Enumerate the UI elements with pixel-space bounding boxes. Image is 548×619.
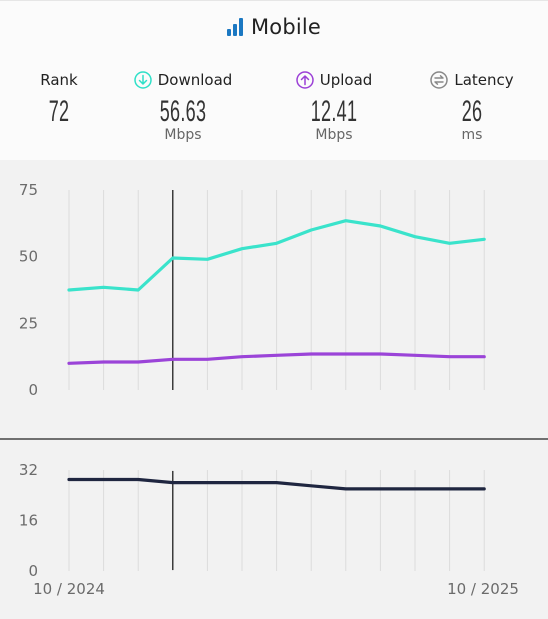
latency-unit: ms: [461, 127, 483, 143]
summary-header: Mobile Rank 72 Download 56.63 Mbps: [0, 0, 548, 161]
chart-top-background: [0, 160, 548, 438]
series-line-1: [67, 219, 486, 292]
y-tick-label: 0: [28, 562, 38, 580]
rank-metric: Rank 72: [19, 69, 99, 129]
x-end-label: 10 / 2025: [447, 580, 519, 598]
title-row: Mobile: [0, 15, 548, 39]
rank-label: Rank: [40, 71, 78, 89]
upload-label: Upload: [319, 71, 373, 89]
download-unit: Mbps: [164, 127, 202, 143]
y-tick-label: 32: [19, 461, 38, 479]
latency-value: 26: [461, 95, 483, 128]
page-title: Mobile: [250, 15, 322, 39]
upload-metric: Upload 12.41 Mbps: [284, 69, 384, 143]
series-line-1: [67, 477, 486, 491]
download-label: Download: [157, 71, 233, 89]
upload-unit: Mbps: [315, 127, 353, 143]
chart-bottom-background: [0, 438, 548, 619]
y-tick-label: 25: [19, 314, 38, 332]
y-tick-label: 50: [19, 248, 38, 266]
signal-bars-icon: [226, 18, 243, 36]
download-value: 56.63: [159, 95, 207, 128]
chart-panel-1: 75 50 25 0: [19, 181, 486, 399]
latency-label: Latency: [454, 71, 514, 89]
chart-panel-2: 32 16 0: [19, 461, 486, 580]
arrow-down-circle-icon: [133, 71, 152, 89]
y-tick-label: 16: [19, 512, 38, 530]
arrow-up-circle-icon: [295, 71, 314, 89]
x-start-label: 10 / 2024: [33, 580, 105, 598]
y-tick-label: 75: [19, 181, 38, 199]
latency-metric: Latency 26 ms: [422, 69, 522, 143]
y-tick-label: 0: [28, 381, 38, 399]
rank-value: 72: [48, 95, 70, 128]
download-metric: Download 56.63 Mbps: [128, 69, 238, 143]
series-line-2: [67, 352, 486, 365]
upload-value: 12.41: [310, 95, 358, 128]
swap-circle-icon: [430, 71, 449, 89]
